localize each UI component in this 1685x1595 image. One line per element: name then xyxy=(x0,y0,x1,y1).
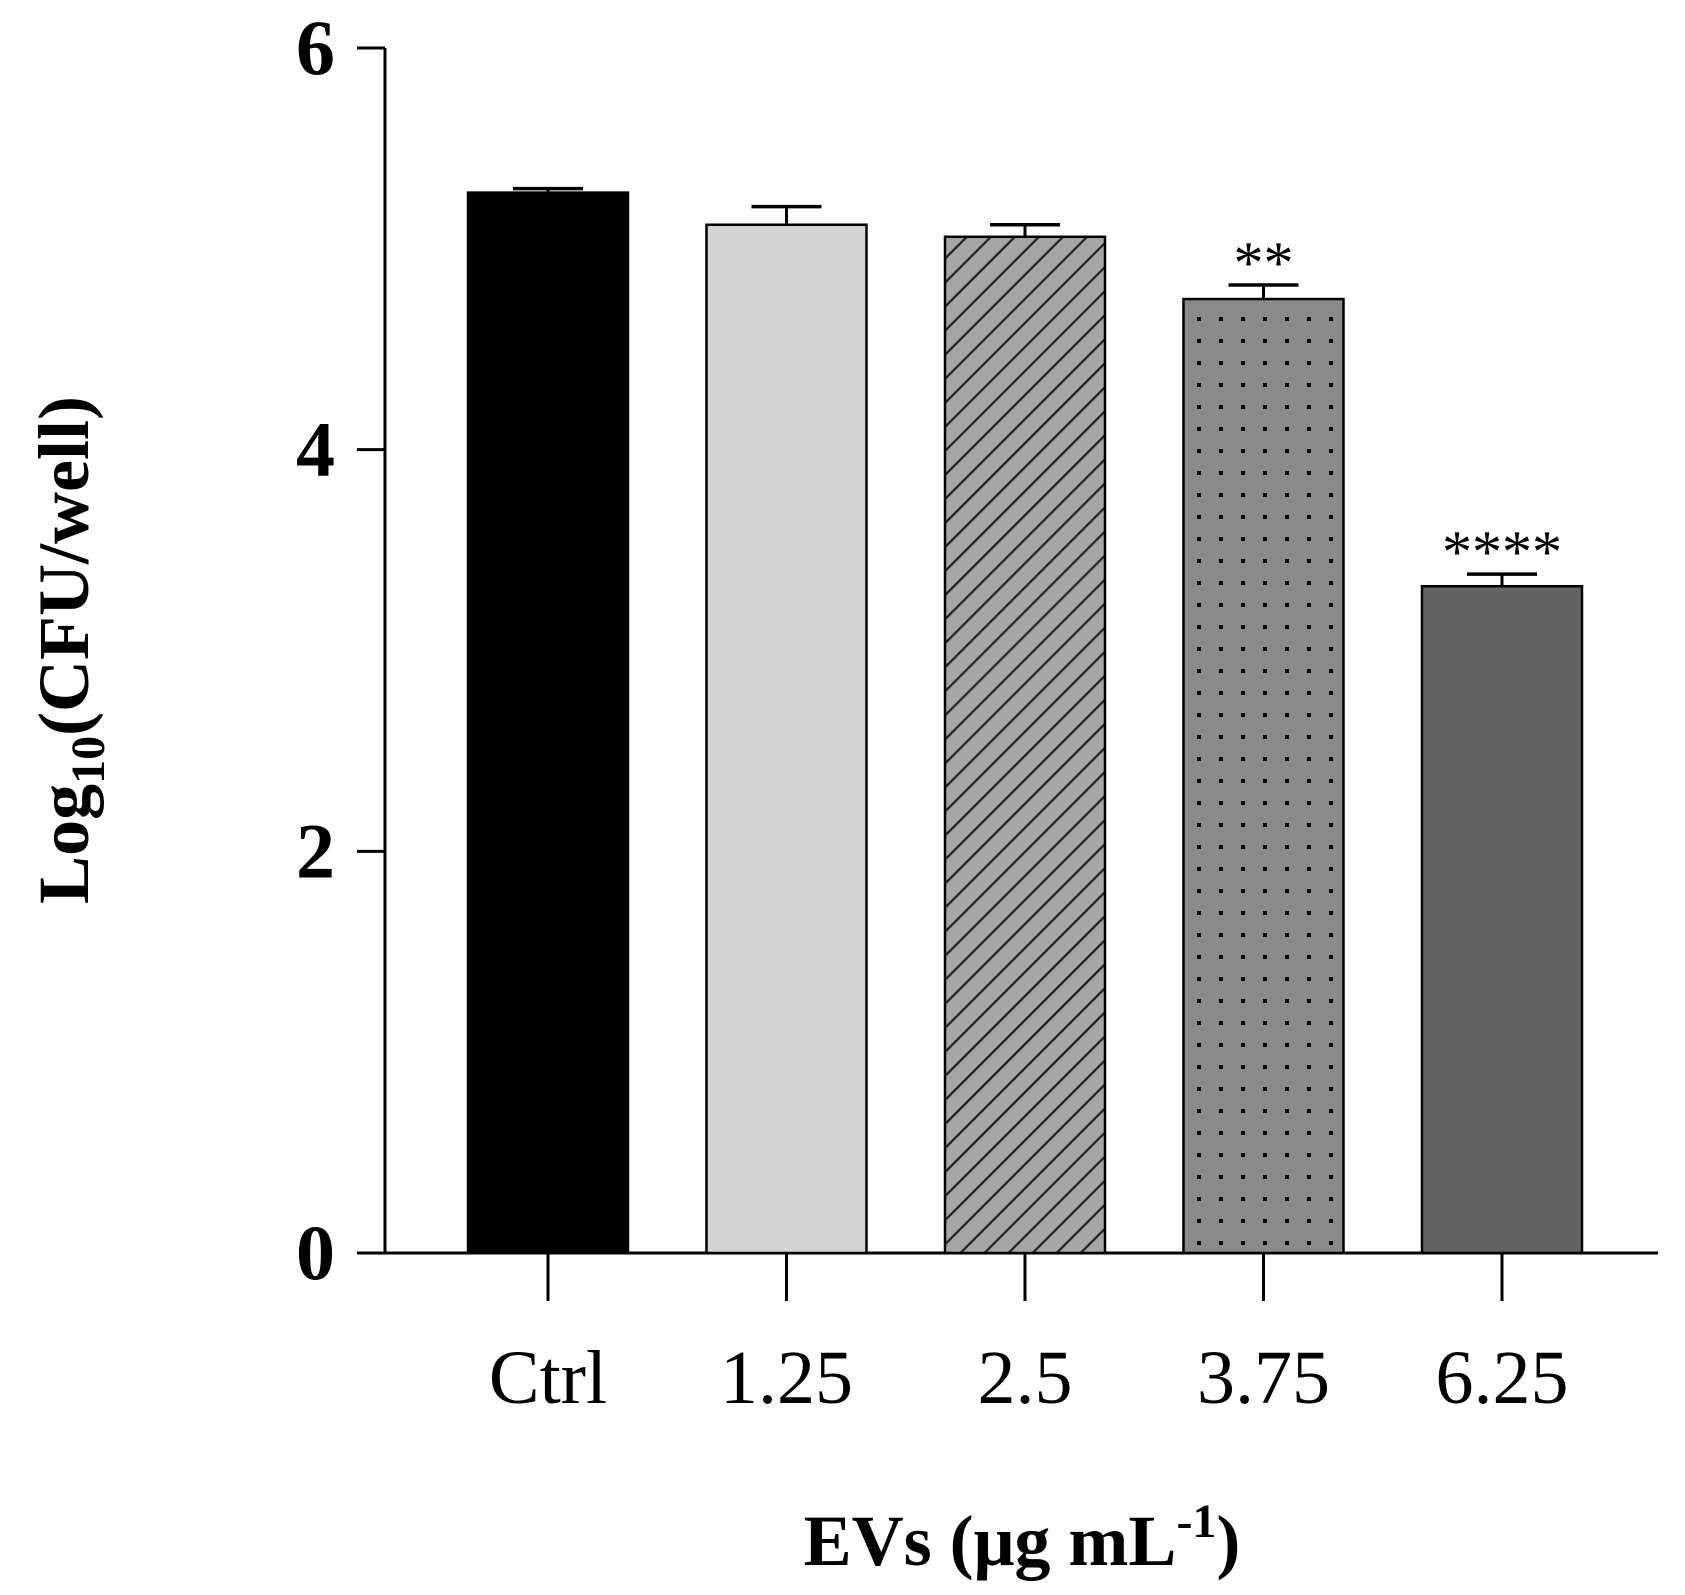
bar-3 xyxy=(943,235,1107,1255)
x-tick-label: 2.5 xyxy=(978,1336,1073,1420)
y-axis-label-rest: (CFU/well) xyxy=(24,396,104,736)
y-axis-label-subscript: 10 xyxy=(62,736,115,784)
y-ticks: 0 2 4 6 xyxy=(296,4,385,1296)
x-axis-label-main: EVs (μg mL xyxy=(804,1501,1177,1581)
y-axis-label-main: Log xyxy=(24,784,104,904)
x-axis-label: EVs (μg mL-1) xyxy=(804,1495,1241,1581)
y-axis-label: Log10(CFU/well) xyxy=(24,396,115,904)
y-tick-label: 2 xyxy=(296,807,335,894)
bar-1 xyxy=(466,191,630,1255)
bar-5 xyxy=(1420,584,1584,1255)
significance-marker: **** xyxy=(1442,519,1562,585)
bars: ****** xyxy=(466,186,1584,1255)
y-tick-label: 6 xyxy=(296,4,335,91)
y-tick-label: 0 xyxy=(296,1209,335,1296)
x-tick-label: 3.75 xyxy=(1197,1336,1330,1420)
x-axis-label-superscript: -1 xyxy=(1176,1495,1216,1548)
significance-marker: ** xyxy=(1234,230,1294,296)
x-axis-label-rest: ) xyxy=(1216,1501,1240,1581)
x-tick-label: 6.25 xyxy=(1436,1336,1569,1420)
x-ticks: Ctrl 1.25 2.5 3.75 6.25 xyxy=(489,1253,1569,1420)
x-tick-label: Ctrl xyxy=(489,1336,607,1420)
bar-2 xyxy=(705,223,868,1255)
x-tick-label: 1.25 xyxy=(720,1336,853,1420)
bar-4 xyxy=(1182,297,1345,1255)
y-tick-label: 4 xyxy=(296,406,335,493)
